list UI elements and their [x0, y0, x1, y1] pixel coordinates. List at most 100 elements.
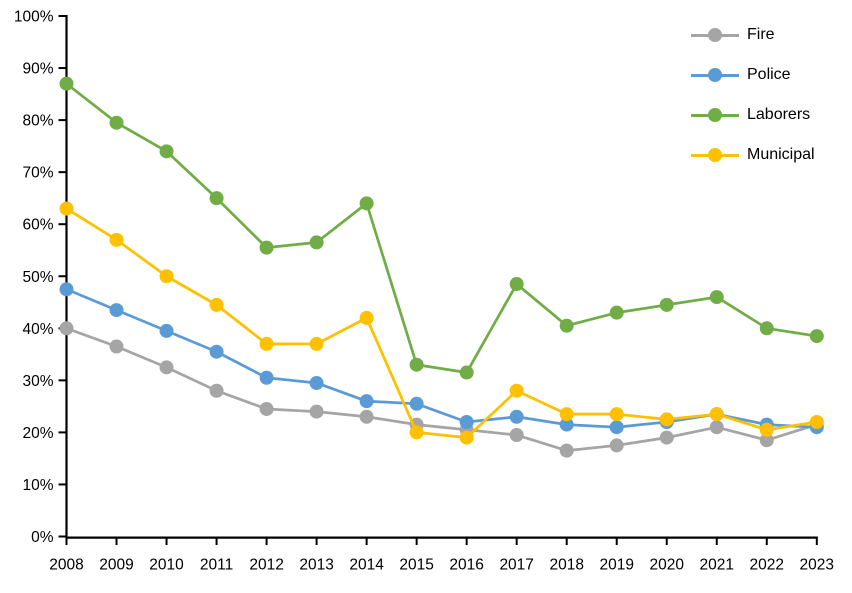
data-point-municipal-2022 [759, 422, 774, 437]
x-axis-tick-label: 2022 [750, 557, 784, 574]
x-axis-tick-label: 2017 [499, 557, 533, 574]
legend-label-municipal: Municipal [747, 146, 815, 163]
data-point-fire-2017 [509, 428, 524, 443]
data-point-fire-2018 [559, 443, 574, 458]
data-point-laborers-2014 [359, 196, 374, 211]
x-axis-tick-label: 2009 [99, 557, 133, 574]
data-point-police-2015 [409, 396, 424, 411]
y-axis-tick-label: 50% [22, 269, 53, 286]
data-point-laborers-2013 [309, 235, 324, 250]
data-point-laborers-2019 [609, 305, 624, 320]
legend-item-fire: Fire [691, 26, 815, 44]
x-axis-tick-label: 2012 [249, 557, 283, 574]
data-point-fire-2014 [359, 409, 374, 424]
data-point-laborers-2015 [409, 357, 424, 372]
legend-marker-police-icon [691, 68, 739, 82]
data-point-police-2011 [209, 344, 224, 359]
data-point-laborers-2020 [659, 297, 674, 312]
data-point-laborers-2011 [209, 191, 224, 206]
x-axis-tick-label: 2015 [399, 557, 433, 574]
series-line-fire [66, 327, 818, 452]
data-point-police-2008 [59, 282, 74, 297]
data-point-police-2010 [159, 323, 174, 338]
data-point-municipal-2021 [709, 407, 724, 422]
series-line-municipal [65, 207, 818, 439]
legend-marker-fire-icon [691, 28, 739, 42]
data-point-fire-2011 [209, 383, 224, 398]
legend-item-police: Police [691, 66, 815, 84]
legend-item-laborers: Laborers [691, 106, 815, 124]
x-axis-tick-label: 2011 [200, 557, 233, 574]
y-axis-tick-label: 0% [31, 529, 54, 546]
x-axis-tick-label: 2013 [299, 557, 333, 574]
data-point-laborers-2023 [809, 329, 824, 344]
x-axis-tick-label: 2018 [549, 557, 583, 574]
x-axis-tick-label: 2023 [800, 557, 834, 574]
legend-marker-laborers-icon [691, 108, 739, 122]
data-point-police-2017 [509, 409, 524, 424]
data-point-police-2018 [559, 417, 574, 432]
data-point-fire-2019 [609, 438, 624, 453]
x-axis-tick-label: 2010 [149, 557, 184, 574]
data-point-municipal-2017 [509, 383, 524, 398]
data-point-fire-2022 [759, 433, 774, 448]
legend-label-laborers: Laborers [747, 106, 811, 123]
x-axis-tick-label: 2008 [49, 557, 83, 574]
data-point-municipal-2014 [359, 310, 374, 325]
data-point-municipal-2013 [309, 336, 324, 351]
data-point-fire-2021 [709, 420, 724, 435]
series-line-police [65, 287, 817, 429]
data-point-fire-2020 [659, 430, 674, 445]
series-line-laborers [65, 82, 818, 374]
data-point-fire-2010 [159, 360, 174, 375]
data-point-municipal-2019 [609, 407, 624, 422]
x-axis-tick-label: 2014 [349, 557, 384, 574]
data-point-municipal-2008 [59, 201, 74, 216]
x-axis-tick-label: 2020 [649, 557, 684, 574]
data-point-police-2019 [609, 420, 624, 435]
data-point-municipal-2009 [109, 232, 124, 247]
data-point-fire-2013 [309, 404, 324, 419]
data-point-municipal-2023 [809, 414, 824, 429]
legend-marker-municipal-icon [691, 148, 739, 162]
y-axis-tick-label: 40% [22, 321, 53, 338]
y-axis-tick-label: 90% [22, 61, 53, 78]
data-point-police-2013 [309, 375, 324, 390]
x-axis-tick-label: 2016 [449, 557, 483, 574]
y-axis-tick-label: 10% [22, 477, 53, 494]
data-point-laborers-2010 [159, 144, 174, 159]
y-axis-tick-label: 80% [22, 113, 53, 130]
data-point-laborers-2009 [109, 115, 124, 130]
legend: Fire Police Laborers Municipal [691, 26, 815, 164]
legend-label-police: Police [747, 66, 791, 83]
data-point-police-2016 [459, 414, 474, 429]
data-point-fire-2009 [109, 339, 124, 354]
data-point-municipal-2011 [209, 297, 224, 312]
y-axis-tick-label: 70% [22, 165, 53, 182]
y-axis-tick-label: 100% [14, 9, 54, 26]
data-point-laborers-2017 [509, 277, 524, 292]
data-point-laborers-2008 [59, 76, 74, 91]
data-point-police-2012 [259, 370, 274, 385]
data-point-municipal-2010 [159, 269, 174, 284]
data-point-police-2009 [109, 303, 124, 318]
data-point-municipal-2018 [559, 407, 574, 422]
data-point-municipal-2020 [659, 412, 674, 427]
legend-label-fire: Fire [747, 26, 775, 43]
data-point-laborers-2022 [759, 321, 774, 336]
y-axis-tick-label: 20% [22, 425, 53, 442]
data-point-laborers-2018 [559, 318, 574, 333]
y-axis-tick-label: 30% [22, 373, 53, 390]
data-point-laborers-2021 [709, 290, 724, 305]
data-point-fire-2012 [259, 401, 274, 416]
data-point-laborers-2016 [459, 365, 474, 380]
data-point-police-2014 [359, 394, 374, 409]
data-point-municipal-2015 [409, 425, 424, 440]
x-axis-tick-label: 2019 [599, 557, 633, 574]
y-axis-tick-label: 60% [22, 217, 53, 234]
data-point-laborers-2012 [259, 240, 274, 255]
data-point-municipal-2012 [259, 336, 274, 351]
data-point-fire-2008 [59, 321, 74, 336]
